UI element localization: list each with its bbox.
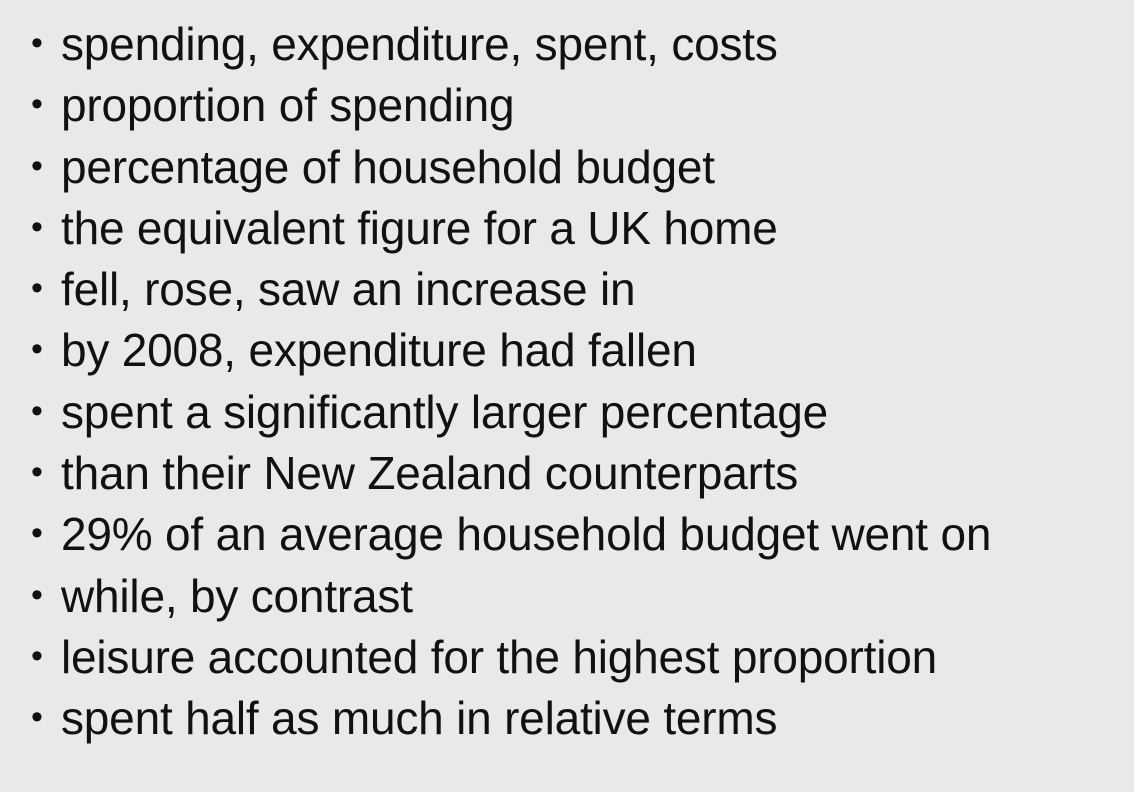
phrase-text: the equivalent figure for a UK home [61, 201, 778, 254]
phrase-text: fell, rose, saw an increase in [61, 263, 636, 316]
bullet-icon: • [31, 698, 43, 737]
list-item: • the equivalent figure for a UK home [31, 198, 1134, 259]
list-item: • while, by contrast [31, 566, 1134, 627]
list-item: • than their New Zealand counterparts [31, 443, 1134, 504]
bullet-icon: • [31, 453, 43, 492]
list-item: • percentage of household budget [31, 137, 1134, 198]
list-item: • 29% of an average household budget wen… [31, 504, 1134, 565]
list-item: • leisure accounted for the highest prop… [31, 627, 1134, 688]
list-item: • spent half as much in relative terms [31, 688, 1134, 749]
list-item: • spent a significantly larger percentag… [31, 382, 1134, 443]
phrase-list: • spending, expenditure, spent, costs • … [31, 14, 1134, 750]
bullet-icon: • [31, 85, 43, 124]
phrase-text: while, by contrast [61, 569, 413, 622]
phrase-text: spending, expenditure, spent, costs [61, 18, 778, 70]
bullet-icon: • [31, 207, 43, 246]
bullet-icon: • [31, 575, 43, 614]
phrase-text: percentage of household budget [61, 140, 715, 193]
phrase-text: by 2008, expenditure had fallen [61, 324, 697, 377]
bullet-icon: • [31, 391, 43, 430]
bullet-icon: • [31, 514, 43, 553]
list-item: • by 2008, expenditure had fallen [31, 320, 1134, 381]
phrase-text: than their New Zealand counterparts [61, 447, 799, 500]
bullet-icon: • [31, 330, 43, 369]
phrase-text: 29% of an average household budget went … [61, 508, 992, 561]
phrase-text: spent a significantly larger percentage [61, 385, 828, 438]
phrase-text: proportion of spending [61, 79, 515, 132]
phrase-text: spent half as much in relative terms [61, 692, 778, 745]
bullet-icon: • [31, 636, 43, 675]
list-item: • spending, expenditure, spent, costs [31, 14, 1134, 75]
bullet-icon: • [31, 269, 43, 308]
list-item: • fell, rose, saw an increase in [31, 259, 1134, 320]
phrase-text: leisure accounted for the highest propor… [61, 630, 937, 683]
list-item: • proportion of spending [31, 75, 1134, 136]
bullet-icon: • [31, 146, 43, 185]
bullet-icon: • [31, 24, 43, 62]
